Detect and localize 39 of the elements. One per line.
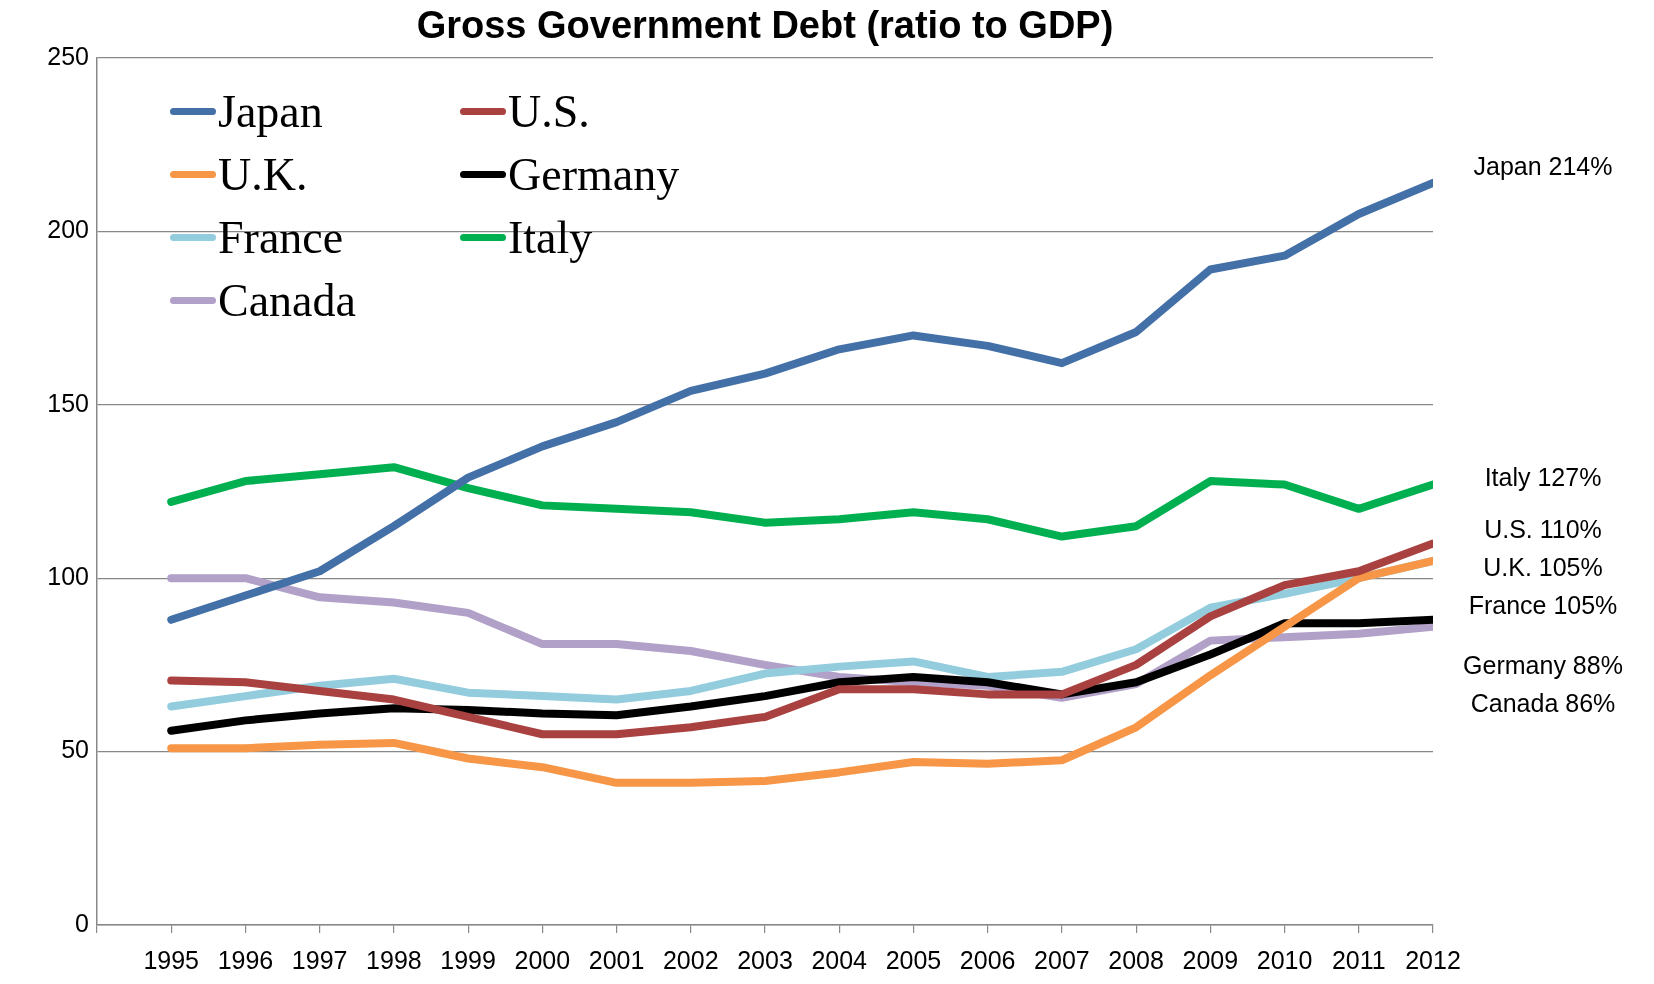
x-tick-label: 2004: [811, 945, 868, 974]
y-tick-label: 50: [61, 735, 89, 764]
chart-title: Gross Government Debt (ratio to GDP): [416, 4, 1114, 47]
legend-label: Italy: [508, 211, 593, 265]
x-tick-label: 2007: [1034, 945, 1090, 974]
x-tick-label: 2005: [885, 945, 942, 974]
x-tick-label: 2010: [1256, 945, 1313, 974]
x-tick-label: 2002: [662, 945, 719, 974]
x-tick-label: 2011: [1331, 945, 1386, 974]
y-tick-label: 250: [47, 41, 89, 70]
text: Germany 88%: [1463, 650, 1623, 679]
legend-label: U.S.: [508, 85, 590, 139]
x-tick-label: 1995: [143, 945, 200, 974]
x-tick-label: 2008: [1108, 945, 1164, 974]
text: U.S. 110%: [1484, 514, 1602, 543]
x-tick-label: 2006: [959, 945, 1016, 974]
legend-label: U.K.: [218, 148, 308, 202]
y-tick-label: 100: [47, 562, 89, 591]
x-tick-label: 2003: [737, 945, 793, 974]
legend-label: Japan: [218, 85, 323, 139]
text: Japan 214%: [1473, 151, 1613, 180]
x-tick-label: 1996: [217, 945, 274, 974]
legend-label: Canada: [218, 274, 356, 328]
x-tick-label: 1999: [440, 945, 496, 974]
text: U.K. 105%: [1483, 552, 1603, 581]
x-tick-label: 1998: [366, 945, 422, 974]
x-tick-label: 2012: [1405, 945, 1461, 974]
x-tick-label: 2001: [588, 945, 645, 974]
legend-label: Germany: [508, 148, 680, 202]
y-tick-label: 200: [47, 215, 89, 244]
text: Canada 86%: [1470, 688, 1616, 717]
y-tick-label: 0: [75, 908, 89, 937]
x-tick-label: 2009: [1182, 945, 1239, 974]
x-tick-label: 1997: [291, 945, 348, 974]
y-tick-label: 150: [47, 388, 89, 417]
x-tick-label: 2000: [514, 945, 571, 974]
text: France 105%: [1468, 590, 1618, 619]
legend-label: France: [218, 211, 344, 265]
text: Italy 127%: [1484, 462, 1602, 491]
